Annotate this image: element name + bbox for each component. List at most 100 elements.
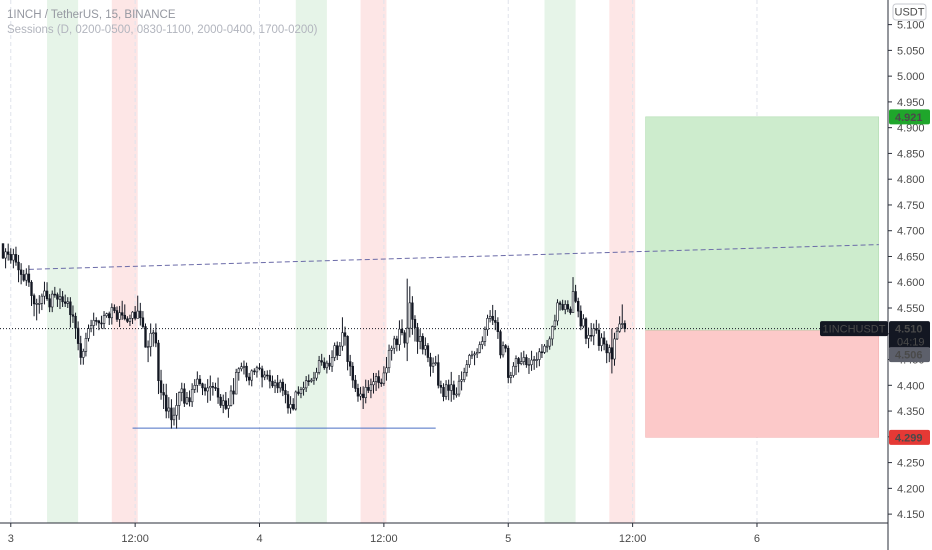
price-tick-label: 4.650 xyxy=(897,251,925,263)
candle xyxy=(488,310,492,323)
candle xyxy=(574,284,577,303)
candle xyxy=(273,379,277,394)
candle xyxy=(540,344,544,358)
candle-body xyxy=(211,386,215,388)
candle-body xyxy=(431,362,435,367)
candle-body xyxy=(66,301,69,304)
candle-body xyxy=(123,314,126,320)
candle-body xyxy=(71,314,75,317)
currency-badge[interactable]: USDT xyxy=(892,3,927,21)
candle xyxy=(413,315,417,342)
candle xyxy=(589,322,593,342)
candle xyxy=(183,383,186,407)
candle xyxy=(159,369,163,400)
candle-body xyxy=(108,313,111,319)
candle xyxy=(92,312,95,336)
candle-body xyxy=(291,404,295,410)
candle xyxy=(170,399,173,429)
candle-body xyxy=(359,393,362,397)
candle xyxy=(141,311,145,329)
candle-body xyxy=(14,254,18,263)
candle-body xyxy=(183,388,186,404)
price-tick-label: 4.900 xyxy=(897,123,925,135)
candle xyxy=(198,374,202,386)
candle-body xyxy=(608,347,611,354)
candle-body xyxy=(530,359,533,365)
price-tick-label: 4.850 xyxy=(897,148,925,160)
candle xyxy=(618,316,621,333)
candle xyxy=(602,331,606,351)
candle xyxy=(387,344,391,373)
candle-body xyxy=(76,327,80,344)
dashed-trendline[interactable] xyxy=(28,244,879,270)
candle-body xyxy=(481,341,484,345)
profit-zone[interactable] xyxy=(645,116,880,331)
candle xyxy=(439,380,443,394)
symbol-title[interactable]: 1INCH / TetherUS, 15, BINANCE xyxy=(7,9,176,21)
candle-body xyxy=(602,337,606,345)
candle-body xyxy=(452,384,456,395)
price-tick-label: 4.750 xyxy=(897,200,925,212)
candle xyxy=(4,248,7,269)
session-band-red xyxy=(111,0,138,523)
candle xyxy=(219,394,222,408)
candle-body xyxy=(105,313,108,317)
price-tick-label: 4.350 xyxy=(897,406,925,418)
candle-body xyxy=(522,357,525,362)
candle-body xyxy=(297,391,300,394)
candle-body xyxy=(553,320,557,327)
candle xyxy=(304,376,308,392)
loss-zone[interactable] xyxy=(645,330,880,438)
candle-body xyxy=(592,328,595,337)
candle xyxy=(310,378,313,383)
candle xyxy=(307,374,310,386)
candle xyxy=(61,291,64,307)
candle xyxy=(227,398,230,418)
candle xyxy=(84,332,88,357)
candle xyxy=(351,362,354,388)
candle xyxy=(258,363,261,371)
candle-body xyxy=(6,251,10,255)
candle-body xyxy=(499,331,502,356)
sessions-indicator-label[interactable]: Sessions (D, 0200-0500, 0830-1100, 2000-… xyxy=(7,24,318,36)
candle-body xyxy=(333,345,336,358)
candle-body xyxy=(126,318,129,322)
candle xyxy=(110,303,114,325)
candle xyxy=(115,306,119,322)
candle xyxy=(615,327,619,340)
candle xyxy=(14,246,18,266)
candle-body xyxy=(385,367,388,374)
candle xyxy=(289,396,292,414)
candle-body xyxy=(584,318,588,339)
long-position-tool[interactable] xyxy=(645,116,880,438)
candle xyxy=(53,286,57,298)
candle-body xyxy=(144,326,147,348)
candle-body xyxy=(271,380,274,387)
candle-body xyxy=(330,357,334,367)
candle xyxy=(206,379,209,403)
candle-body xyxy=(512,365,515,376)
candle xyxy=(543,344,546,354)
target-price-badge-bg xyxy=(889,109,930,125)
bar-countdown: 04:19 xyxy=(897,337,925,349)
candle xyxy=(395,335,399,352)
candle-body xyxy=(587,335,590,339)
candle-body xyxy=(341,332,344,347)
candle xyxy=(1,243,5,260)
candle-body xyxy=(504,345,507,349)
candle xyxy=(22,269,25,282)
candle-body xyxy=(418,336,422,342)
stop-price-badge-bg xyxy=(889,429,930,445)
candle xyxy=(222,394,225,414)
candle-body xyxy=(600,337,603,346)
candle xyxy=(522,350,525,366)
candle xyxy=(66,297,69,309)
candle xyxy=(621,304,624,329)
candle xyxy=(341,317,344,351)
candle xyxy=(452,380,456,400)
candle-body xyxy=(437,362,440,386)
drawings[interactable] xyxy=(0,244,888,429)
candle-body xyxy=(525,357,528,365)
candle-body xyxy=(478,344,481,353)
